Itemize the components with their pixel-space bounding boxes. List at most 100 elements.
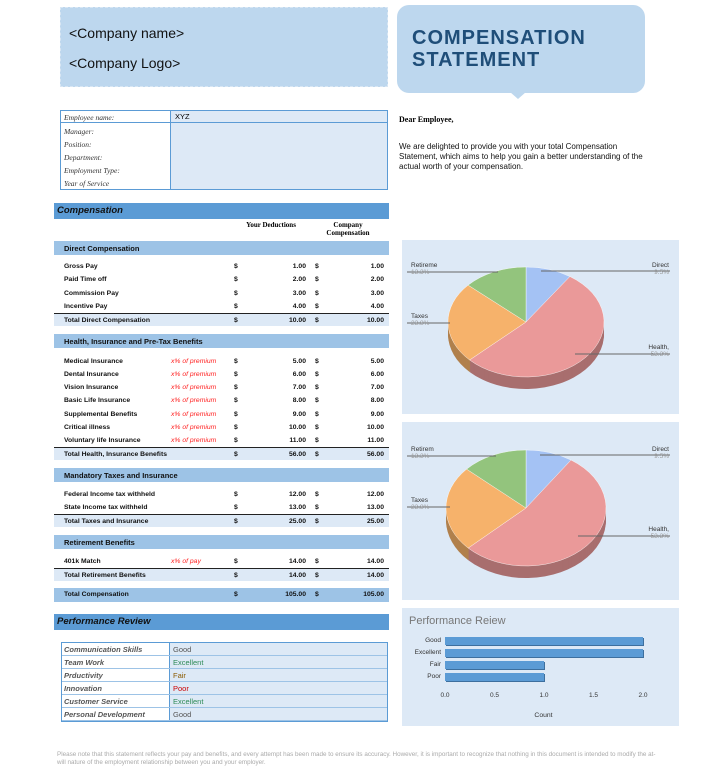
company-value: 56.00 xyxy=(366,451,384,458)
currency-symbol: $ xyxy=(315,518,319,525)
employee-name-label: Employee name: xyxy=(64,113,115,122)
pie-label: Retireme 13.3% xyxy=(411,262,437,276)
section-header-row: Mandatory Taxes and Insurance xyxy=(54,468,389,482)
table-row: Gross Pay $1.00 $1.00 xyxy=(54,260,389,273)
company-compensation-header: Company Compensation xyxy=(326,221,370,237)
row-label: Vision Insurance xyxy=(64,384,119,391)
deduction-value: 7.00 xyxy=(292,384,306,391)
company-value: 10.00 xyxy=(366,424,384,431)
performance-row: Personal Development Good xyxy=(62,708,387,721)
row-label: Retirement Benefits xyxy=(64,538,135,547)
currency-symbol: $ xyxy=(234,371,238,378)
currency-symbol: $ xyxy=(315,437,319,444)
row-note: x% of premium xyxy=(171,424,217,431)
year-of-service-label: Year of Service xyxy=(64,179,110,188)
row-label: Supplemental Benefits xyxy=(64,411,138,418)
section-header-row: Direct Compensation xyxy=(54,241,389,255)
row-label: 401k Match xyxy=(64,558,101,565)
slice-percent: 53.3% xyxy=(650,533,669,540)
total-row: Total Health, Insurance Benefits $56.00 $5… xyxy=(54,447,389,460)
total-row: Total Retirement Benefits $14.00 $14.00 xyxy=(54,568,389,581)
company-value: 4.00 xyxy=(370,303,384,310)
total-row: Total Direct Compensation $10.00 $10.00 xyxy=(54,313,389,326)
currency-symbol: $ xyxy=(315,263,319,270)
deduction-value: 11.00 xyxy=(289,437,306,444)
disclaimer-footer: Please note that this statement reflects… xyxy=(57,751,656,766)
currency-symbol: $ xyxy=(234,303,238,310)
table-row: Critical illness x% of premium $10.00 $10.0… xyxy=(54,421,389,434)
performance-table: Communication Skills Good Team Work Excelle… xyxy=(61,642,388,722)
deduction-value: 25.00 xyxy=(288,518,306,525)
deduction-value: 8.00 xyxy=(292,397,306,404)
slice-percent: 53.3% xyxy=(650,351,669,358)
company-value: 5.00 xyxy=(370,358,384,365)
currency-symbol: $ xyxy=(315,317,319,324)
slice-name: Health, xyxy=(648,526,669,533)
bar-good xyxy=(445,637,643,645)
performance-row: Prductivity Fair xyxy=(62,669,387,682)
table-row: Vision Insurance x% of premium $7.00 $7.00 xyxy=(54,381,389,394)
table-row: Incentive Pay $4.00 $4.00 xyxy=(54,300,389,313)
currency-symbol: $ xyxy=(234,317,238,324)
category-label: Poor xyxy=(427,673,441,680)
row-label: Voluntary life Insurance xyxy=(64,437,141,444)
page-title-line2: STATEMENT xyxy=(412,49,541,71)
skill-name: Communication Skills xyxy=(62,643,170,655)
category-label: Fair xyxy=(429,661,441,668)
company-value: 10.00 xyxy=(366,317,384,324)
x-tick-label: 1.0 xyxy=(539,692,549,699)
skill-rating: Fair xyxy=(173,671,186,680)
pie-chart xyxy=(407,266,670,389)
table-row: 401k Match x% of pay $14.00 $14.00 xyxy=(54,555,389,568)
category-label: Excellent xyxy=(414,649,441,656)
row-label: Gross Pay xyxy=(64,263,98,270)
row-label: Total Direct Compensation xyxy=(64,317,150,324)
row-label: Health, Insurance and Pre-Tax Benefits xyxy=(64,337,203,346)
company-value: 9.00 xyxy=(370,411,384,418)
row-label: Federal Income tax withheld xyxy=(64,491,156,498)
performance-bar-chart-panel: Performance Reiew Good Excellent Fair Poor 0.… xyxy=(402,608,679,726)
slice-name: Taxes xyxy=(411,497,428,504)
pie-label: Direct 9.5% xyxy=(652,262,669,276)
currency-symbol: $ xyxy=(315,572,319,579)
page-title-line1: COMPENSATION xyxy=(412,27,586,49)
total-row: Total Taxes and Insurance $25.00 $25.00 xyxy=(54,514,389,527)
performance-section-header: Performance Review xyxy=(54,614,389,630)
currency-symbol: $ xyxy=(315,504,319,511)
slice-percent: 13.3% xyxy=(411,453,430,460)
callout-tail xyxy=(510,92,526,99)
pie-slice-taxes xyxy=(445,468,527,549)
company-value: 14.00 xyxy=(366,572,384,579)
grand-total-row: Total Compensation $105.00 $105.00 xyxy=(54,588,389,602)
skill-name: Personal Development xyxy=(62,708,170,720)
deduction-value: 10.00 xyxy=(288,317,306,324)
deduction-value: 10.00 xyxy=(288,424,306,431)
slice-percent: 23.8% xyxy=(411,320,430,327)
currency-symbol: $ xyxy=(234,397,238,404)
currency-symbol: $ xyxy=(234,437,238,444)
row-label: Total Health, Insurance Benefits xyxy=(64,451,167,458)
pie-label: Health, 53.3% xyxy=(648,344,669,358)
currency-symbol: $ xyxy=(234,358,238,365)
slice-name: Retirem xyxy=(411,446,434,453)
table-row: Supplemental Benefits x% of premium $9.00 $… xyxy=(54,408,389,421)
currency-symbol: $ xyxy=(315,384,319,391)
employee-labels-column xyxy=(61,111,171,189)
deduction-value: 6.00 xyxy=(292,371,306,378)
section-header-row: Retirement Benefits xyxy=(54,535,389,549)
row-label: Basic Life Insurance xyxy=(64,397,131,404)
x-tick-label: 0.5 xyxy=(489,692,500,699)
currency-symbol: $ xyxy=(234,591,238,598)
company-value: 25.00 xyxy=(366,518,384,525)
section-header-row: Health, Insurance and Pre-Tax Benefits xyxy=(54,334,389,348)
table-row: State Income tax withheld $13.00 $13.00 xyxy=(54,501,389,514)
row-label: Paid Time off xyxy=(64,276,107,283)
deduction-value: 14.00 xyxy=(288,558,306,565)
currency-symbol: $ xyxy=(315,290,319,297)
row-note: x% of premium xyxy=(171,371,217,378)
currency-symbol: $ xyxy=(315,558,319,565)
employee-values-column xyxy=(171,111,387,189)
deduction-value: 14.00 xyxy=(288,572,306,579)
deduction-value: 9.00 xyxy=(292,411,306,418)
company-value: 3.00 xyxy=(370,290,384,297)
